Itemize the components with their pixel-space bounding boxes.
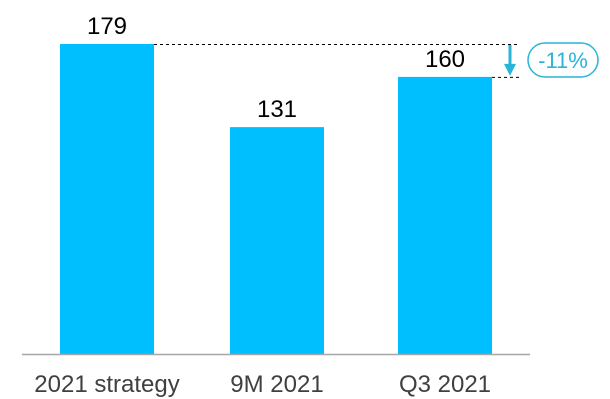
category-label-2: Q3 2021	[399, 371, 491, 398]
value-label-2: 160	[425, 46, 465, 73]
category-label-0: 2021 strategy	[34, 371, 179, 398]
change-percent-label: -11%	[538, 48, 588, 73]
category-label-1: 9M 2021	[230, 371, 323, 398]
category-labels: 2021 strategy 9M 2021 Q3 2021	[34, 371, 491, 398]
value-labels: 179 131 160	[87, 13, 465, 123]
value-label-1: 131	[257, 96, 297, 123]
bar-0	[60, 44, 154, 354]
bar-1	[230, 127, 324, 354]
bar-2	[398, 76, 492, 354]
value-label-0: 179	[87, 13, 127, 40]
comparison-guides	[154, 44, 520, 78]
bars	[60, 44, 492, 354]
change-annotation: -11%	[504, 42, 599, 78]
down-arrow-icon	[504, 63, 516, 76]
change-badge	[527, 42, 599, 78]
